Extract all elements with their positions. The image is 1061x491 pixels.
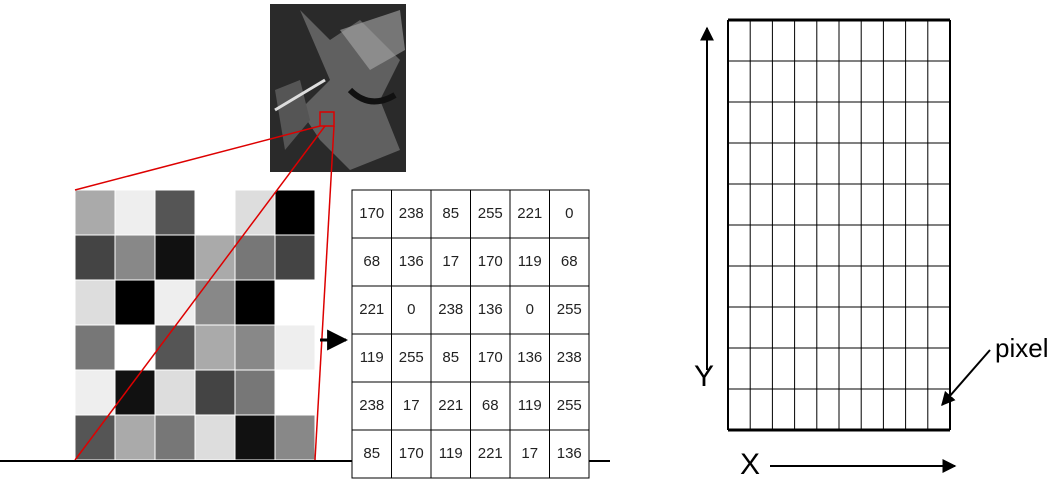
gray-pixel: [235, 370, 275, 415]
pixel-label: pixel: [995, 333, 1048, 363]
gray-pixel: [75, 280, 115, 325]
gray-pixel: [155, 415, 195, 460]
gray-pixel: [155, 280, 195, 325]
gray-pixel: [235, 190, 275, 235]
gray-pixel: [195, 370, 235, 415]
gray-pixel: [75, 190, 115, 235]
gray-pixel: [155, 370, 195, 415]
gray-pixel: [155, 235, 195, 280]
cell-value: 85: [363, 445, 380, 462]
gray-pixel: [275, 190, 315, 235]
cell-value: 170: [359, 205, 384, 222]
gray-pixel: [155, 190, 195, 235]
cell-value: 170: [478, 349, 503, 366]
pixel-grid: [75, 190, 315, 460]
cell-value: 170: [478, 253, 503, 270]
gray-pixel: [115, 415, 155, 460]
gray-pixel: [75, 415, 115, 460]
gray-pixel: [235, 325, 275, 370]
cell-value: 170: [399, 445, 424, 462]
cell-value: 0: [526, 301, 534, 318]
gray-pixel: [235, 235, 275, 280]
cell-value: 136: [478, 301, 503, 318]
y-label: Y: [694, 360, 714, 393]
gray-pixel: [195, 190, 235, 235]
gray-pixel: [75, 235, 115, 280]
cell-value: 238: [399, 205, 424, 222]
gray-pixel: [115, 370, 155, 415]
cell-value: 255: [399, 349, 424, 366]
cell-value: 221: [517, 205, 542, 222]
cell-value: 68: [561, 253, 578, 270]
cell-value: 221: [478, 445, 503, 462]
cell-value: 238: [557, 349, 582, 366]
gray-pixel: [115, 325, 155, 370]
gray-pixel: [115, 190, 155, 235]
gray-pixel: [195, 325, 235, 370]
gray-pixel: [195, 415, 235, 460]
cell-value: 136: [557, 445, 582, 462]
gray-pixel: [275, 370, 315, 415]
gray-pixel: [275, 280, 315, 325]
cell-value: 85: [442, 205, 459, 222]
gray-pixel: [115, 280, 155, 325]
cell-value: 221: [359, 301, 384, 318]
cell-value: 119: [518, 397, 542, 414]
cell-value: 119: [439, 445, 463, 462]
gray-pixel: [75, 325, 115, 370]
satellite-image: [270, 4, 406, 172]
cell-value: 221: [438, 397, 463, 414]
cell-value: 136: [517, 349, 542, 366]
gray-pixel: [155, 325, 195, 370]
cell-value: 68: [363, 253, 380, 270]
cell-value: 238: [438, 301, 463, 318]
gray-pixel: [275, 235, 315, 280]
cell-value: 17: [521, 445, 538, 462]
gray-pixel: [275, 415, 315, 460]
cell-value: 85: [442, 349, 459, 366]
cell-value: 255: [478, 205, 503, 222]
cell-value: 0: [565, 205, 573, 222]
cell-value: 238: [359, 397, 384, 414]
cell-value: 119: [360, 349, 384, 366]
cell-value: 136: [399, 253, 424, 270]
cell-value: 119: [518, 253, 542, 270]
cell-value: 255: [557, 301, 582, 318]
gray-pixel: [235, 415, 275, 460]
gray-pixel: [195, 280, 235, 325]
cell-value: 17: [442, 253, 459, 270]
cell-value: 68: [482, 397, 499, 414]
cell-value: 0: [407, 301, 415, 318]
gray-pixel: [115, 235, 155, 280]
image-grid: [728, 20, 950, 430]
diagram: 1702388525522106813617170119682210238136…: [0, 0, 1061, 491]
gray-pixel: [75, 370, 115, 415]
gray-pixel: [275, 325, 315, 370]
cell-value: 255: [557, 397, 582, 414]
gray-pixel: [235, 280, 275, 325]
x-label: X: [740, 448, 760, 481]
cell-value: 17: [403, 397, 420, 414]
